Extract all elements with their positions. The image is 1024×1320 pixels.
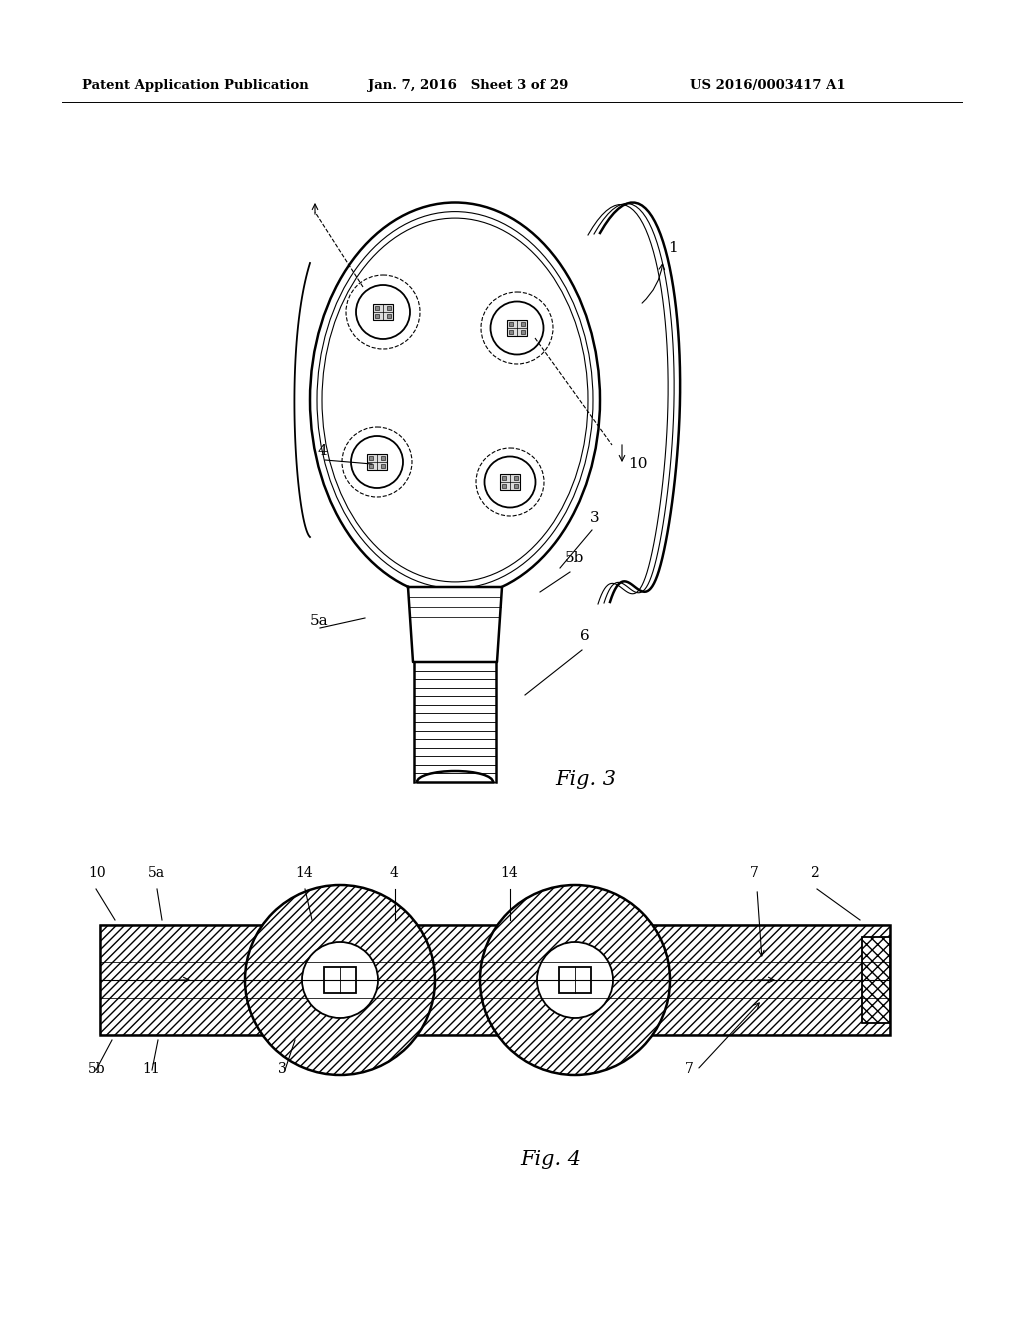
Text: 11: 11 (142, 1063, 160, 1076)
Text: US 2016/0003417 A1: US 2016/0003417 A1 (690, 78, 846, 91)
Bar (381, 465, 385, 469)
Text: 7: 7 (685, 1063, 694, 1076)
Ellipse shape (484, 457, 536, 507)
Bar (514, 477, 518, 480)
Text: 4: 4 (318, 444, 328, 458)
Bar (375, 306, 379, 310)
Text: 10: 10 (88, 866, 105, 880)
Bar (509, 330, 513, 334)
Bar (509, 322, 513, 326)
Ellipse shape (351, 436, 403, 488)
Text: 3: 3 (590, 511, 600, 525)
Ellipse shape (476, 447, 544, 516)
Bar (862, 937, 890, 1023)
Text: Jan. 7, 2016   Sheet 3 of 29: Jan. 7, 2016 Sheet 3 of 29 (368, 78, 568, 91)
Polygon shape (408, 587, 502, 663)
Ellipse shape (490, 301, 544, 355)
Bar (100, 925, 890, 1035)
Ellipse shape (310, 202, 600, 598)
Text: Patent Application Publication: Patent Application Publication (82, 78, 309, 91)
Text: 10: 10 (628, 457, 647, 471)
Text: 5b: 5b (88, 1063, 105, 1076)
Bar (100, 925, 890, 1035)
Bar (862, 937, 890, 1023)
Bar (500, 474, 520, 490)
Text: 4: 4 (390, 866, 399, 880)
Text: 14: 14 (500, 866, 518, 880)
Text: 5b: 5b (565, 550, 585, 565)
Text: Fig. 4: Fig. 4 (520, 1150, 581, 1170)
Circle shape (245, 884, 435, 1074)
Bar (502, 477, 506, 480)
Bar (514, 484, 518, 488)
Circle shape (480, 884, 670, 1074)
Text: Fig. 3: Fig. 3 (555, 770, 616, 789)
Bar (521, 330, 525, 334)
Bar (381, 455, 385, 459)
Ellipse shape (481, 292, 553, 364)
Ellipse shape (342, 426, 412, 498)
Ellipse shape (346, 275, 420, 348)
Bar (373, 304, 393, 319)
Text: 3: 3 (278, 1063, 287, 1076)
Text: 7: 7 (750, 866, 759, 880)
Bar (502, 484, 506, 488)
Text: 5a: 5a (310, 614, 329, 628)
Bar (387, 306, 391, 310)
Bar (375, 314, 379, 318)
Text: 2: 2 (810, 866, 819, 880)
Text: 14: 14 (295, 866, 312, 880)
Bar (507, 319, 527, 337)
Text: 1: 1 (668, 242, 678, 255)
Bar (521, 322, 525, 326)
Bar (387, 314, 391, 318)
Bar (559, 968, 591, 993)
Bar (324, 968, 356, 993)
Circle shape (302, 942, 378, 1018)
Ellipse shape (356, 285, 410, 339)
Bar (369, 455, 373, 459)
Text: 6: 6 (580, 630, 590, 643)
Bar (369, 465, 373, 469)
Bar (367, 454, 387, 470)
Text: 5a: 5a (148, 866, 165, 880)
Circle shape (537, 942, 613, 1018)
